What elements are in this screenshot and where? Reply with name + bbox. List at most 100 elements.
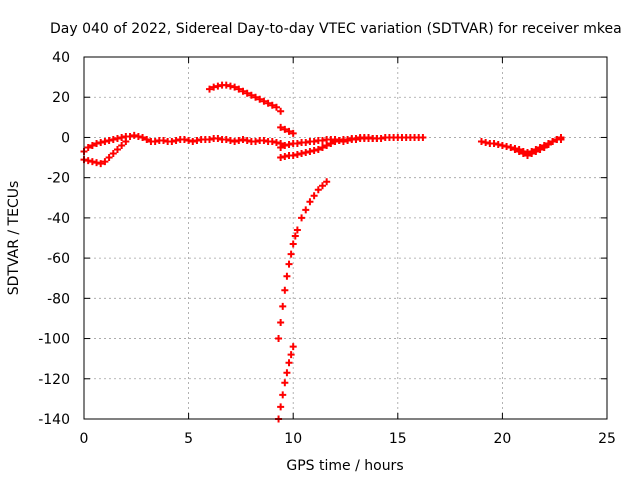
data-point [283,369,291,377]
data-point [126,132,134,140]
data-point [222,135,230,143]
data-point [113,134,121,142]
x-tick-labels: 0 5 10 15 20 25 [80,431,616,447]
data-point [536,146,544,154]
data-point [277,403,285,411]
data-point [285,260,293,268]
data-point [281,141,289,149]
data-point [528,150,536,158]
data-point [293,151,301,159]
data-points [80,81,565,423]
data-point [289,343,297,351]
data-point [318,144,326,151]
data-point [291,232,299,240]
y-axis-label: SDTVAR / TECUs [6,181,22,296]
x-tick-label: 10 [284,431,302,447]
data-point [88,141,96,149]
data-point [302,206,310,214]
data-series [511,133,565,160]
data-series [277,134,381,151]
data-point [277,154,285,162]
y-tick-label: 20 [52,90,70,106]
y-tick-labels: 40 20 0 -20 -40 -60 -80 -100 -120 -140 [38,50,70,428]
y-tick-label: -80 [47,291,70,307]
data-point [281,286,289,294]
data-point [283,272,291,280]
data-point [511,146,519,154]
data-point [252,137,260,145]
data-point [289,129,297,137]
data-point [206,135,214,143]
data-point [519,150,527,158]
data-point [287,351,295,359]
data-point [268,137,276,145]
data-series [80,131,285,156]
data-point [515,148,523,156]
data-point [524,152,532,160]
data-point [331,135,339,143]
data-point [172,136,180,144]
y-tick-label: -20 [47,171,70,187]
data-point [310,147,318,155]
data-point [88,158,96,166]
axis-ticks [83,56,608,420]
data-point [285,359,293,367]
x-tick-label: 20 [493,431,511,447]
data-point [302,138,310,146]
data-point [352,135,360,143]
data-point [281,379,289,387]
data-point [293,139,301,147]
data-series [275,178,331,343]
data-point [281,125,289,133]
data-point [482,138,490,146]
data-point [306,148,314,156]
data-point [544,140,552,148]
data-point [310,137,318,145]
data-point [101,137,109,145]
data-point [235,85,243,93]
y-tick-label: 0 [61,130,70,146]
data-point [252,93,260,101]
data-point [285,140,293,148]
data-point [222,81,230,89]
data-point [277,123,285,131]
data-point [105,154,113,162]
data-point [247,91,255,99]
data-point [540,144,548,151]
y-tick-label: -120 [38,372,70,388]
data-point [306,198,314,206]
data-point [113,146,121,154]
data-point [109,150,117,158]
y-tick-label: -60 [47,251,70,267]
data-point [118,141,126,149]
data-point [109,135,117,143]
data-point [557,133,565,141]
data-point [139,133,147,141]
data-point [318,136,326,144]
data-point [214,134,222,142]
data-point [272,103,280,111]
data-point [264,99,272,107]
data-point [93,159,101,167]
data-point [151,137,159,145]
data-point [101,158,109,166]
data-point [344,136,352,144]
data-point [285,127,293,135]
data-point [302,149,310,157]
data-point [206,85,214,93]
data-point [239,87,247,95]
data-point [289,152,297,160]
data-point [323,178,331,186]
data-point [84,157,92,165]
data-point [93,139,101,147]
data-point [507,144,515,151]
data-point [272,138,280,146]
data-point [84,144,92,151]
data-point [168,137,176,145]
data-point [490,139,498,147]
x-tick-label: 5 [184,431,193,447]
x-axis-label: GPS time / hours [286,458,403,474]
data-point [298,214,306,222]
x-tick-label: 15 [389,431,407,447]
